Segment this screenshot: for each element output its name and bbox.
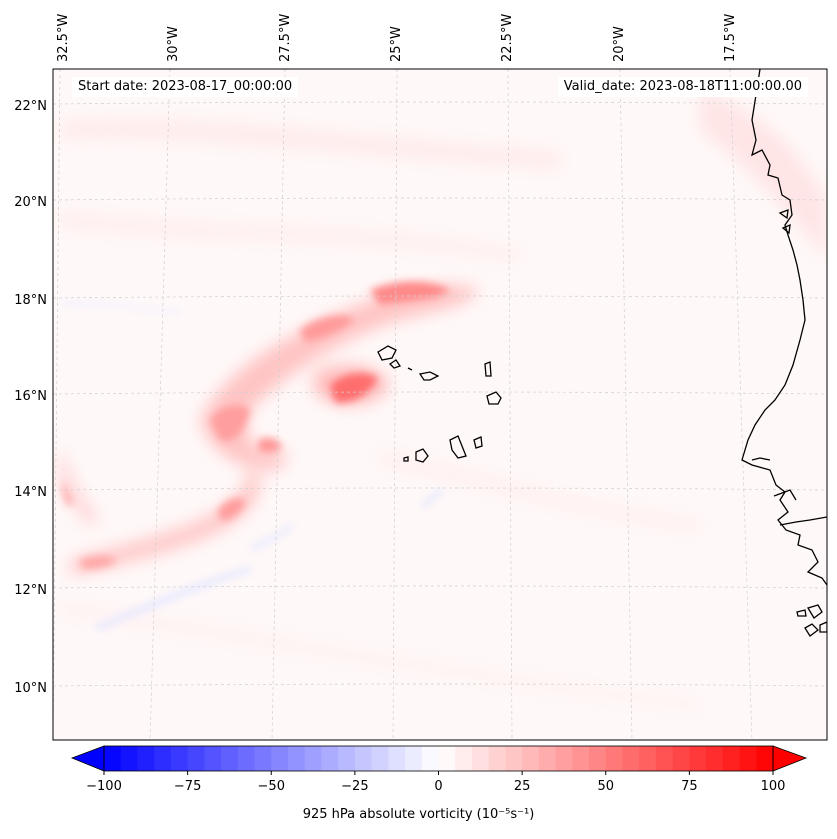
colorbar-segment <box>471 746 490 771</box>
gridlines <box>53 69 827 740</box>
colorbar-segment <box>287 746 306 771</box>
colorbar-tick-label: 25 <box>514 779 531 794</box>
colorbar-segment <box>672 746 690 771</box>
colorbar-segment <box>421 746 440 771</box>
colorbar-segment <box>722 746 741 771</box>
colorbar-segment <box>522 746 540 771</box>
map-plot-area <box>53 69 827 740</box>
colorbar-segment <box>639 746 657 771</box>
colorbar-segment <box>455 746 473 771</box>
lat-label: 10°N <box>14 681 47 696</box>
lon-label: 32.5°W <box>56 14 71 62</box>
colorbar-segment <box>589 746 607 771</box>
colorbar-ticks: −100 −75 −50 −25 0 25 50 75 100 <box>86 771 785 794</box>
colorbar-segment <box>137 746 155 771</box>
colorbar-segment <box>756 746 774 771</box>
colorbar-tick-label: 100 <box>761 779 786 794</box>
colorbar-segment <box>221 746 239 771</box>
lat-label: 22°N <box>14 99 47 114</box>
lon-label: 27.5°W <box>278 14 293 62</box>
colorbar-segment <box>271 746 289 771</box>
colorbar-segment <box>304 746 322 771</box>
colorbar-segment <box>706 746 724 771</box>
valid-date-label: Valid_date: 2023-08-18T11:00:00.00 <box>557 77 808 97</box>
colorbar-segment <box>338 746 356 771</box>
start-date-label: Start date: 2023-08-17_00:00:00 <box>72 77 299 97</box>
lat-label: 20°N <box>14 195 47 210</box>
colorbar-segment <box>371 746 389 771</box>
colorbar-segment <box>405 746 423 771</box>
latitude-labels: 22°N 20°N 18°N 16°N 14°N 12°N 10°N <box>14 99 47 696</box>
colorbar-segment <box>655 746 674 771</box>
colorbar-segment <box>689 746 707 771</box>
colorbar-segment <box>170 746 189 771</box>
colorbar-segment <box>505 746 523 771</box>
colorbar-segment <box>572 746 590 771</box>
longitude-labels: 32.5°W 30°W 27.5°W 25°W 22.5°W 20°W 17.5… <box>56 14 738 62</box>
colorbar-segment <box>321 746 339 771</box>
lon-label: 25°W <box>389 26 404 62</box>
colorbar-segment <box>605 746 623 771</box>
colorbar-tick-label: −50 <box>258 779 285 794</box>
lon-label: 17.5°W <box>723 14 738 62</box>
lat-label: 12°N <box>14 583 47 598</box>
colorbar-tick-label: −100 <box>86 779 122 794</box>
colorbar-segment <box>438 746 456 771</box>
colorbar-segments <box>104 746 774 771</box>
colorbar-segment <box>154 746 172 771</box>
colorbar-segment <box>388 746 406 771</box>
colorbar-segment <box>187 746 205 771</box>
lat-label: 16°N <box>14 389 47 404</box>
colorbar-segment <box>104 746 122 771</box>
colorbar-max-arrow <box>772 745 808 772</box>
colorbar-segment <box>739 746 757 771</box>
colorbar-min-arrow <box>70 745 105 772</box>
colorbar-segment <box>488 746 506 771</box>
colorbar-segment <box>204 746 222 771</box>
colorbar-segment <box>538 746 557 771</box>
lat-label: 18°N <box>14 293 47 308</box>
colorbar-tick-label: −25 <box>341 779 368 794</box>
colorbar-label: 925 hPa absolute vorticity (10⁻⁵s⁻¹) <box>302 807 535 822</box>
colorbar-segment <box>555 746 573 771</box>
lon-label: 20°W <box>612 26 627 62</box>
colorbar-tick-label: 75 <box>681 779 698 794</box>
lon-label: 30°W <box>166 26 181 62</box>
colorbar-tick-label: −75 <box>174 779 201 794</box>
colorbar: −100 −75 −50 −25 0 25 50 75 100 <box>70 745 808 794</box>
colorbar-segment <box>237 746 256 771</box>
islands <box>377 345 502 463</box>
colorbar-segment <box>354 746 373 771</box>
map-frame <box>52 68 828 741</box>
colorbar-tick-label: 0 <box>434 779 442 794</box>
colorbar-segment <box>120 746 138 771</box>
lon-label: 22.5°W <box>500 14 515 62</box>
colorbar-segment <box>622 746 640 771</box>
colorbar-segment <box>254 746 272 771</box>
colorbar-tick-label: 50 <box>597 779 614 794</box>
lat-label: 14°N <box>14 485 47 500</box>
coastline <box>741 69 827 637</box>
